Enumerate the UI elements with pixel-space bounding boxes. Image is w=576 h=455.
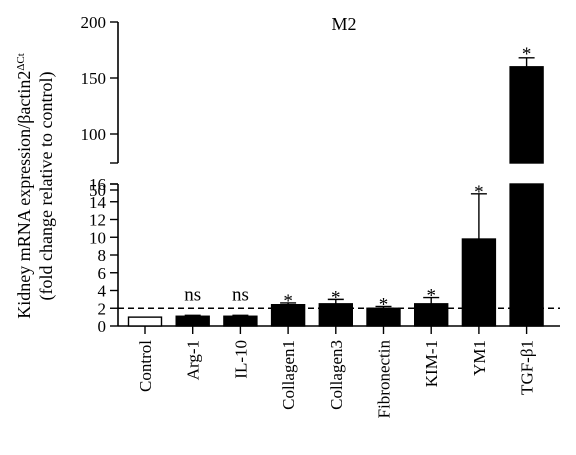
category-label: KIM-1 — [422, 340, 441, 387]
category-label: Arg-1 — [184, 340, 203, 380]
bar-upper-segment — [509, 66, 544, 164]
bar — [414, 303, 449, 327]
bar — [127, 316, 163, 327]
y-tick-label-lower: 12 — [89, 211, 106, 230]
y-tick-label-upper: 150 — [81, 69, 107, 88]
significance-ns: ns — [184, 284, 201, 305]
y-tick-label-lower: 16 — [89, 175, 106, 194]
y-tick-label-lower: 6 — [98, 264, 107, 283]
bar — [223, 315, 258, 327]
y-tick-label-lower: 10 — [89, 228, 106, 247]
category-label: YM1 — [470, 340, 489, 376]
y-tick-label-lower: 2 — [98, 299, 107, 318]
bar — [175, 315, 210, 327]
y-axis-label-main: Kidney mRNA expression/βactin2 — [14, 71, 34, 319]
significance-star: * — [379, 294, 389, 315]
category-label: Collagen3 — [327, 340, 346, 410]
y-tick-label-lower: 0 — [98, 317, 107, 336]
error-bars — [184, 57, 535, 317]
chart-title: M2 — [331, 14, 356, 34]
category-labels: Control Arg-1 IL-10 Collagen1 Collagen3 Fibro… — [136, 340, 537, 419]
y-axis-label-superscript: ΔCt — [15, 53, 27, 70]
significance-star: * — [474, 182, 484, 203]
x-ticks — [144, 326, 528, 334]
category-label: Control — [136, 340, 155, 392]
significance-star: * — [331, 287, 341, 308]
y-tick-label-upper: 50 — [89, 181, 106, 200]
category-label: IL-10 — [231, 340, 250, 379]
category-label: TGF-β1 — [518, 340, 537, 395]
significance-star: * — [426, 286, 436, 307]
significance-star: * — [283, 291, 293, 312]
y-tick-label-upper: 100 — [81, 125, 107, 144]
y-tick-label-lower: 8 — [98, 246, 107, 265]
y-tick-label-upper: 200 — [81, 13, 107, 32]
y-axis-label-secondary: (fold change relative to control) — [36, 72, 57, 301]
significance-ns: ns — [232, 284, 249, 305]
bar-lower-segment — [509, 183, 544, 327]
significance-annotations: ns ns * * * * * * — [184, 44, 531, 316]
category-label: Fibronectin — [375, 340, 394, 419]
y-tick-label-lower: 14 — [89, 193, 107, 212]
category-label: Collagen1 — [279, 340, 298, 410]
significance-star: * — [522, 44, 532, 65]
bar — [461, 238, 497, 327]
y-tick-label-lower: 4 — [98, 282, 107, 301]
upper-y-ticks: 50 100 150 200 — [81, 13, 118, 200]
y-axis-label: Kidney mRNA expression/βactin2ΔCt — [14, 53, 34, 319]
